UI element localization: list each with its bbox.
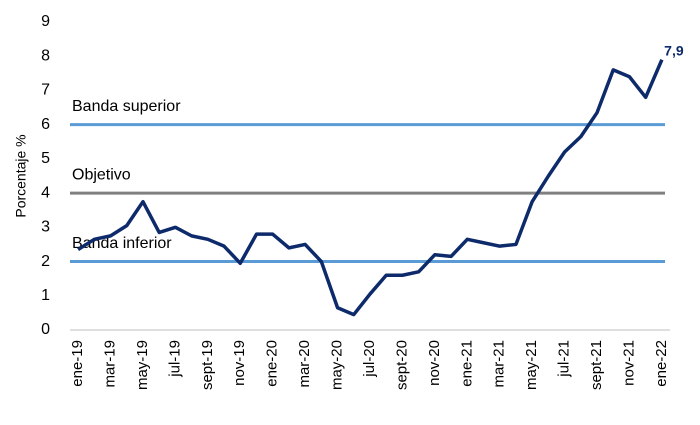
x-tick-label: may-19	[134, 340, 151, 390]
x-tick-label: nov-21	[620, 340, 637, 386]
y-tick-label: 7	[41, 82, 50, 99]
x-tick-label: jul-20	[361, 340, 378, 378]
x-tick-label: ene-19	[69, 340, 86, 387]
y-tick-label: 4	[41, 184, 50, 201]
y-tick-label: 8	[41, 47, 50, 64]
x-tick-label: ene-21	[458, 340, 475, 387]
y-tick-label: 1	[41, 287, 50, 304]
x-tick-label: jul-21	[556, 340, 573, 378]
x-tick-label: sept-20	[393, 340, 410, 390]
x-tick-label: may-20	[329, 340, 346, 390]
x-tick-label: mar-20	[296, 340, 313, 388]
y-axis-label: Porcentaje %	[13, 134, 29, 217]
x-tick-label: may-21	[523, 340, 540, 390]
x-tick-label: sept-21	[588, 340, 605, 390]
x-tick-label: mar-19	[102, 340, 119, 388]
x-tick-label: ene-20	[264, 340, 281, 387]
x-tick-label: jul-19	[166, 340, 183, 378]
reference-line-label: Objetivo	[72, 166, 131, 183]
x-tick-label: nov-20	[426, 340, 443, 386]
y-tick-label: 9	[41, 13, 50, 30]
line-series	[77, 58, 664, 317]
x-tick-label: mar-21	[491, 340, 508, 388]
x-tick-label: nov-19	[231, 340, 248, 386]
y-tick-label: 3	[41, 219, 50, 236]
y-tick-label: 0	[41, 321, 50, 338]
y-tick-label: 2	[41, 253, 50, 270]
data-label: 7,9	[664, 42, 684, 58]
x-tick-label: ene-22	[653, 340, 670, 387]
reference-line-label: Banda superior	[72, 98, 181, 115]
y-tick-label: 5	[41, 150, 50, 167]
y-tick-label: 6	[41, 116, 50, 133]
x-tick-label: sept-19	[199, 340, 216, 390]
